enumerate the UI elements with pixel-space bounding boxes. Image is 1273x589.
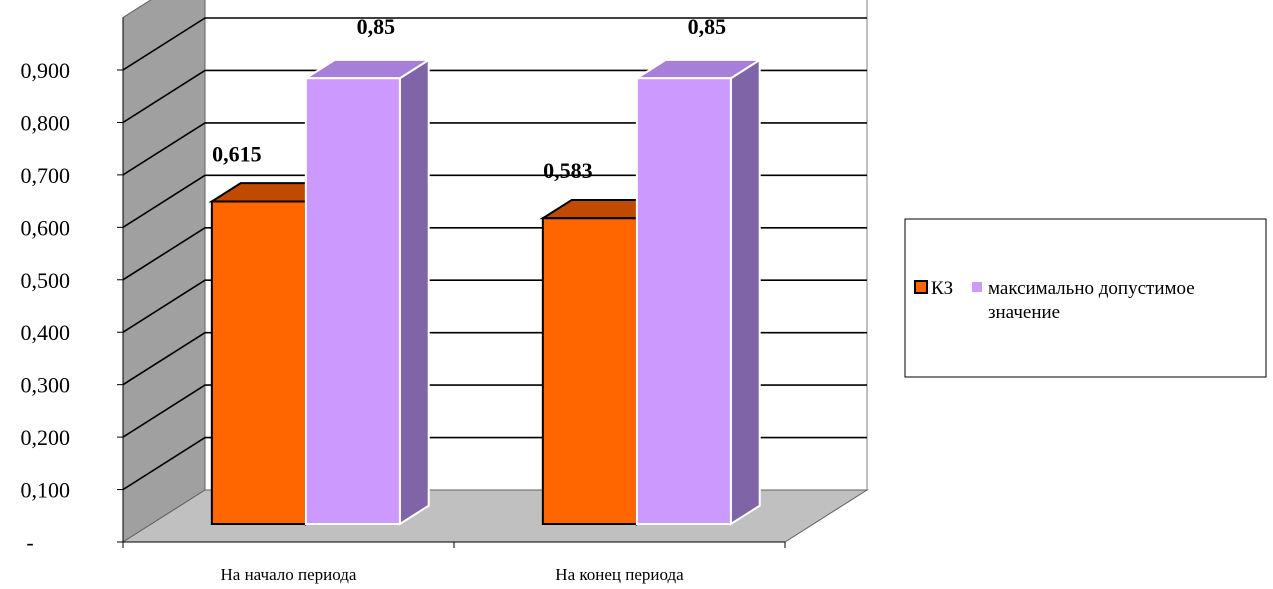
y-tick-label: 0,500 (21, 268, 71, 293)
y-tick-label: 0,200 (21, 425, 71, 450)
legend-swatch-kz (914, 280, 928, 294)
y-tick-label: - (26, 530, 33, 555)
data-labels: 0,615 0,85 0,583 0,85 (212, 14, 726, 183)
bars (208, 58, 764, 526)
y-tick-label: 0,100 (21, 478, 71, 503)
x-tick-label: На конец периода (555, 565, 684, 584)
y-tick-label: 0,900 (21, 58, 71, 83)
data-label: 0,85 (688, 14, 727, 39)
y-tick-label: 0,400 (21, 320, 71, 345)
data-label: 0,85 (357, 14, 396, 39)
side-wall (122, 0, 206, 543)
data-label: 0,583 (543, 158, 593, 183)
data-label: 0,615 (212, 141, 262, 166)
bar-side (729, 58, 761, 526)
legend-label-max: максимально допустимое значение (988, 278, 1195, 323)
gridline (122, 17, 867, 71)
gridline (122, 69, 867, 124)
y-tick-label: 0,600 (21, 215, 71, 240)
legend-swatch-max (972, 282, 982, 292)
bar-side (398, 58, 430, 526)
bar (304, 77, 401, 525)
legend: КЗ максимально допустимое значение (904, 218, 1267, 378)
bar (210, 200, 307, 525)
y-tick-label: 0,800 (21, 110, 71, 135)
bar (635, 77, 732, 525)
legend-label-kz: КЗ (931, 278, 953, 299)
bar (541, 217, 638, 525)
axes: - 0,100 0,200 0,300 0,400 0,500 0,600 0,700 0,80… (21, 17, 786, 584)
y-tick-label: 0,300 (21, 373, 71, 398)
legend-box (904, 218, 1267, 378)
y-tick-label: 0,700 (21, 163, 71, 188)
x-tick-label: На начало периода (221, 565, 357, 584)
